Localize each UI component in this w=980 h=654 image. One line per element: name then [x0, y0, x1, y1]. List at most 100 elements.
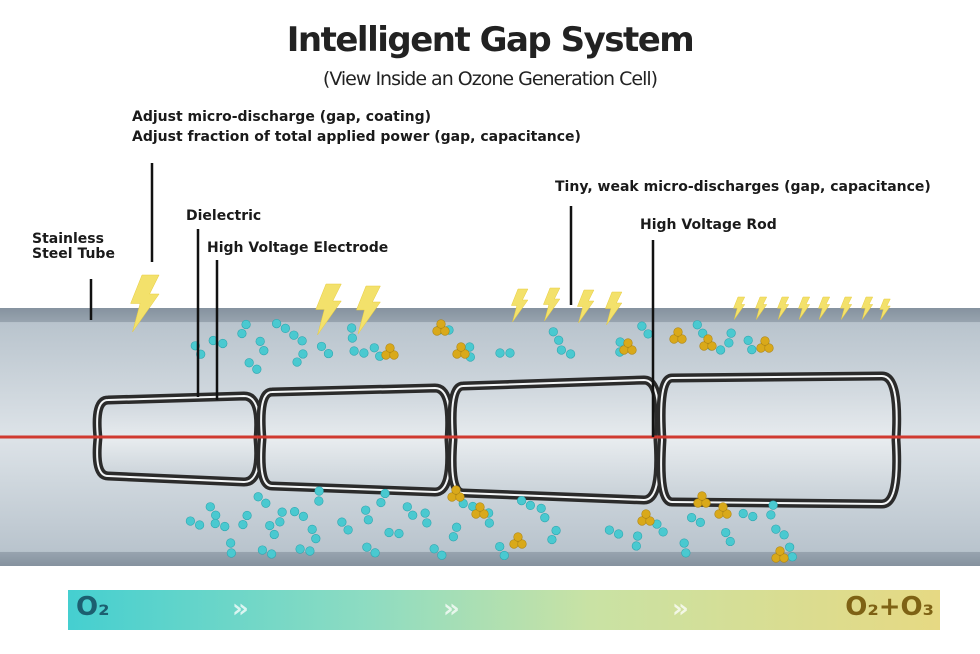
oxygen-molecule-29	[257, 545, 277, 559]
o2-atom	[658, 527, 668, 537]
ozone-molecule-12	[693, 491, 711, 508]
oxygen-molecule-47	[517, 496, 535, 510]
micro-discharge-bolt-8	[733, 296, 746, 320]
oxygen-molecule-26	[238, 510, 252, 530]
o3-atom	[389, 350, 399, 360]
o2-atom	[289, 330, 299, 340]
flow-arrow-3: »	[672, 594, 689, 624]
o2-atom	[255, 336, 265, 346]
o3-atom	[722, 509, 732, 519]
micro-discharge-bolt-13	[840, 296, 853, 320]
o2-atom	[743, 335, 753, 345]
o2-atom	[748, 511, 758, 522]
oxygen-molecule-40	[402, 502, 418, 520]
o2-atom	[499, 550, 509, 561]
o2-atom	[495, 541, 505, 552]
oxygen-molecule-8	[347, 323, 357, 343]
o2-atom	[347, 333, 357, 343]
o3-atom	[775, 546, 785, 556]
oxygen-molecule-17	[615, 337, 625, 357]
oxygen-molecule-50	[604, 525, 624, 539]
o3-atom	[456, 342, 466, 352]
o3-atom	[718, 502, 728, 512]
o3-atom	[641, 509, 651, 519]
micro-discharge-bolt-14	[861, 296, 874, 320]
oxygen-molecule-30	[275, 507, 287, 527]
o2-atom	[363, 515, 373, 525]
o2-atom	[252, 364, 262, 374]
o2-atom	[361, 505, 371, 515]
o2-atom	[241, 319, 251, 330]
micro-discharge-bolt-11	[798, 296, 811, 320]
label-stainless-line1: Stainless	[32, 231, 104, 247]
o2-atom	[195, 520, 205, 530]
oxygen-molecule-54	[687, 513, 705, 527]
o3-atom	[475, 502, 485, 512]
o3-atom	[673, 327, 683, 337]
o2-atom	[210, 518, 220, 529]
o2-atom	[695, 517, 705, 527]
micro-discharge-bolt-5	[543, 287, 561, 322]
ozone-molecule-7	[756, 336, 774, 353]
o2-atom	[226, 538, 236, 548]
o2-atom	[725, 536, 735, 547]
o3-atom	[760, 336, 770, 346]
o2-atom	[297, 336, 307, 346]
oxygen-molecule-58	[771, 524, 789, 540]
o2-atom	[295, 544, 305, 554]
o2-atom	[679, 538, 689, 548]
ozone-molecule-4	[619, 338, 637, 355]
oxygen-molecule-39	[384, 527, 404, 539]
o2-atom	[716, 345, 726, 355]
o2-atom	[420, 508, 430, 518]
o2-atom	[698, 328, 708, 338]
oxygen-molecule-28	[265, 520, 279, 540]
oxygen-molecule-6	[292, 349, 308, 367]
o2-atom	[738, 508, 748, 519]
o2-atom	[359, 348, 369, 358]
ozone-molecule-8	[447, 485, 465, 502]
o2-atom	[614, 529, 624, 539]
o2-atom	[495, 348, 505, 358]
oxygen-molecule-19	[692, 320, 708, 338]
o2-atom	[787, 552, 797, 562]
o3-atom	[764, 343, 774, 353]
o2-atom	[692, 320, 702, 330]
o2-atom	[771, 524, 781, 534]
oxygen-molecule-22	[724, 328, 736, 348]
o3-atom	[701, 498, 711, 508]
o2-atom	[448, 532, 458, 542]
oxygen-molecule-51	[631, 531, 643, 551]
micro-discharge-bolt-10	[777, 296, 790, 320]
o2-atom	[766, 510, 776, 520]
ozone-molecule-9	[471, 502, 489, 519]
o2-atom	[185, 516, 195, 526]
oxygen-molecule-21	[743, 335, 757, 355]
o2-atom	[768, 500, 778, 510]
o2-atom	[226, 548, 236, 558]
flow-arrow-2: »	[443, 594, 460, 624]
micro-discharge-bolt-12	[818, 296, 831, 320]
o2-atom	[556, 345, 566, 355]
o2-atom	[272, 319, 282, 329]
o2-atom	[505, 348, 515, 358]
o2-atom	[277, 507, 287, 517]
o2-atom	[422, 518, 432, 528]
label-stainless-line2: Steel Tube	[32, 246, 115, 262]
oxygen-molecule-11	[289, 330, 307, 346]
ozone-molecule-1	[432, 319, 450, 336]
o3-atom	[385, 343, 395, 353]
oxygen-molecule-2	[208, 335, 228, 349]
o2-atom	[362, 542, 372, 552]
o3-atom	[436, 319, 446, 329]
oxygen-molecule-9	[349, 346, 369, 358]
o2-atom	[242, 510, 252, 521]
o3-atom	[460, 349, 470, 359]
o2-atom	[547, 534, 557, 545]
o3-atom	[779, 553, 789, 563]
o2-atom	[747, 345, 757, 355]
o3-atom	[479, 509, 489, 519]
oxygen-molecule-41	[420, 508, 432, 528]
oxygen-molecule-24	[210, 518, 230, 532]
